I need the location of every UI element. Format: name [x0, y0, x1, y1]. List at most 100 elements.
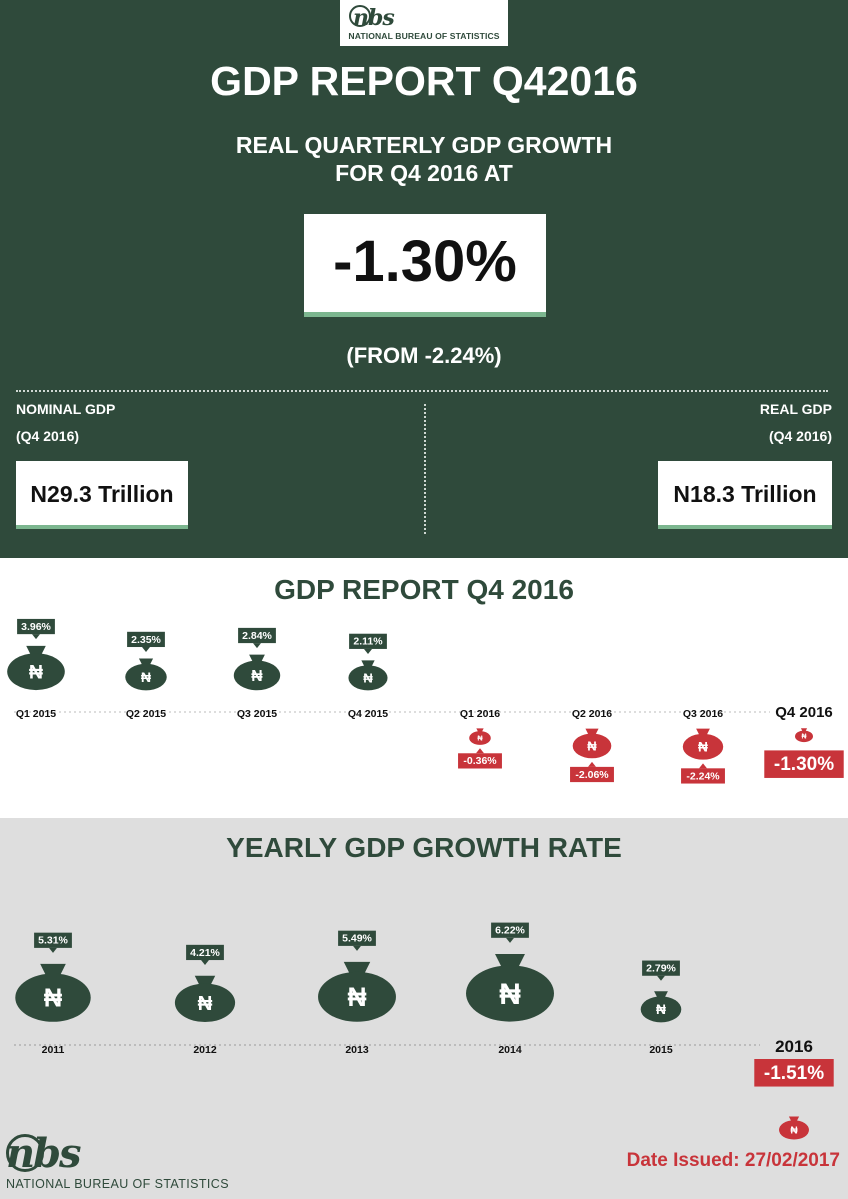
logo-name: NATIONAL BUREAU OF STATISTICS — [348, 31, 500, 41]
real-gdp-period: (Q4 2016) — [768, 428, 832, 444]
quarter-value-label-text: 2.35% — [131, 634, 161, 646]
svg-text:₦: ₦ — [790, 1126, 798, 1137]
real-gdp-value: N18.3 Trillion — [673, 481, 817, 507]
year-bag-icon: ₦ — [779, 1116, 809, 1140]
footer-logo-mark: nbs — [6, 1130, 82, 1177]
quarter-value-label: 2.35% — [127, 631, 165, 653]
quarter-value-label-text: 2.84% — [242, 630, 272, 642]
svg-text:₦: ₦ — [347, 982, 366, 1012]
year-value-label: 2.79% — [642, 960, 680, 981]
page-title: GDP REPORT Q42016 — [210, 58, 638, 104]
quarter-tick-label: Q4 2015 — [348, 708, 388, 720]
quarter-value-label-text: -0.36% — [463, 755, 497, 767]
svg-text:₦: ₦ — [198, 992, 213, 1015]
year-tick-label: 2012 — [193, 1044, 217, 1056]
growth-value: -1.30% — [333, 229, 517, 294]
subtitle-line2: FOR Q4 2016 AT — [335, 160, 513, 186]
year-value-label: 6.22% — [491, 922, 529, 943]
quarter-bag-icon: ₦ — [233, 654, 281, 691]
yearly-section: YEARLY GDP GROWTH RATE 2011 ₦ 5.31% 2012 ₦ 4.… — [0, 818, 848, 1199]
year-value-label: 5.49% — [338, 930, 376, 951]
subtitle-line1: REAL QUARTERLY GDP GROWTH — [235, 132, 613, 158]
year-value-label: 4.21% — [186, 944, 224, 966]
year-tick-label: 2015 — [649, 1044, 673, 1056]
quarter-value-label: 2.11% — [349, 633, 387, 654]
svg-text:₦: ₦ — [656, 1002, 666, 1017]
year-bag-icon: ₦ — [318, 961, 396, 1022]
year-value-label-text: 2.79% — [646, 963, 676, 975]
quarter-value-label: -2.24% — [681, 763, 725, 784]
year-value-label: -1.51% — [754, 1059, 834, 1087]
nominal-gdp-period: (Q4 2016) — [16, 428, 80, 444]
quarter-bag-icon: ₦ — [682, 728, 724, 760]
svg-text:₦: ₦ — [499, 978, 521, 1011]
year-value-label-text: 5.31% — [38, 935, 68, 947]
quarter-value-label: 2.84% — [238, 627, 276, 649]
footer-logo-circle-icon — [6, 1134, 44, 1172]
quarter-value-label-text: -1.30% — [774, 754, 834, 775]
svg-text:₦: ₦ — [363, 671, 373, 686]
year-bag-icon: ₦ — [174, 975, 236, 1023]
year-bag-icon: ₦ — [15, 963, 91, 1022]
quarter-value-label-text: 2.11% — [353, 636, 383, 648]
quarter-tick-label: Q4 2016 — [775, 704, 833, 721]
real-gdp-label-block: REAL GDP (Q4 2016) — [760, 396, 832, 450]
real-gdp-box: N18.3 Trillion — [658, 461, 832, 529]
footer-logo-name: NATIONAL BUREAU OF STATISTICS — [6, 1177, 229, 1191]
nominal-gdp-value: N29.3 Trillion — [30, 481, 174, 507]
quarter-tick-label: Q3 2015 — [237, 708, 277, 720]
real-gdp-label: REAL GDP — [759, 401, 832, 417]
year-tick-label: 2016 — [775, 1037, 813, 1056]
yearly-title: YEARLY GDP GROWTH RATE — [226, 832, 622, 863]
svg-text:₦: ₦ — [801, 734, 806, 741]
date-issued: Date Issued: 27/02/2017 — [626, 1150, 840, 1171]
year-tick-label: 2011 — [42, 1044, 65, 1056]
year-value-label: 5.31% — [34, 932, 72, 953]
quarter-bag-icon: ₦ — [572, 728, 612, 759]
nominal-gdp-label: NOMINAL GDP — [16, 401, 116, 417]
nominal-gdp-box: N29.3 Trillion — [16, 461, 188, 529]
quarter-bag-icon: ₦ — [125, 658, 167, 691]
logo-circle-icon — [349, 5, 371, 27]
nbs-logo: nbs NATIONAL BUREAU OF STATISTICS — [340, 0, 508, 46]
year-value-label-text: 6.22% — [495, 925, 525, 937]
year-value-label-text: 4.21% — [190, 947, 220, 959]
year-bag-icon: ₦ — [466, 954, 554, 1022]
year-value-label-text: -1.51% — [764, 1063, 824, 1084]
year-value-label-text: 5.49% — [342, 933, 372, 945]
svg-text:₦: ₦ — [141, 669, 152, 685]
yearly-chart: 2011 ₦ 5.31% 2012 ₦ 4.21% 2013 ₦ 5.49% 2014 ₦ 6.22%… — [14, 922, 834, 1140]
quarter-value-label-text: 3.96% — [21, 621, 51, 633]
quarter-tick-label: Q3 2016 — [683, 708, 723, 720]
header-panel: nbs NATIONAL BUREAU OF STATISTICS GDP RE… — [0, 0, 848, 558]
quarter-value-label-text: -2.24% — [686, 770, 720, 782]
year-tick-label: 2013 — [345, 1044, 369, 1056]
svg-text:₦: ₦ — [29, 662, 43, 684]
quarter-tick-label: Q2 2015 — [126, 708, 166, 720]
quarter-bag-icon: ₦ — [469, 728, 491, 745]
logo-mark: nbs — [353, 5, 395, 31]
quarter-value-label: -2.06% — [570, 761, 614, 783]
quarter-tick-label: Q1 2015 — [16, 708, 56, 720]
quarter-value-label: -1.30% — [764, 750, 844, 778]
year-bag-icon: ₦ — [640, 991, 682, 1023]
quarterly-section: GDP REPORT Q4 2016 Q1 2015 ₦ 3.96% Q2 2015 ₦… — [0, 558, 848, 818]
svg-text:₦: ₦ — [251, 668, 263, 685]
nominal-gdp-label-block: NOMINAL GDP (Q4 2016) — [16, 396, 115, 450]
quarter-bag-icon: ₦ — [7, 645, 65, 691]
quarter-value-label: -0.36% — [458, 748, 502, 769]
quarter-value-label-text: -2.06% — [575, 769, 609, 781]
subtitle: REAL QUARTERLY GDP GROWTH FOR Q4 2016 AT — [0, 131, 848, 187]
quarterly-chart: Q1 2015 ₦ 3.96% Q2 2015 ₦ 2.35% Q3 2015 ₦ 2.84% Q… — [7, 618, 844, 784]
quarter-bag-icon: ₦ — [795, 728, 813, 743]
horizontal-divider — [16, 390, 828, 392]
quarter-bag-icon: ₦ — [348, 660, 388, 691]
quarter-value-label: 3.96% — [17, 618, 55, 640]
quarterly-title: GDP REPORT Q4 2016 — [274, 574, 574, 605]
growth-value-box: -1.30% — [304, 214, 546, 317]
year-tick-label: 2014 — [498, 1044, 522, 1056]
svg-text:₦: ₦ — [698, 740, 708, 755]
svg-text:₦: ₦ — [44, 985, 63, 1013]
from-text: (FROM -2.24%) — [346, 343, 502, 368]
svg-text:₦: ₦ — [587, 739, 597, 754]
